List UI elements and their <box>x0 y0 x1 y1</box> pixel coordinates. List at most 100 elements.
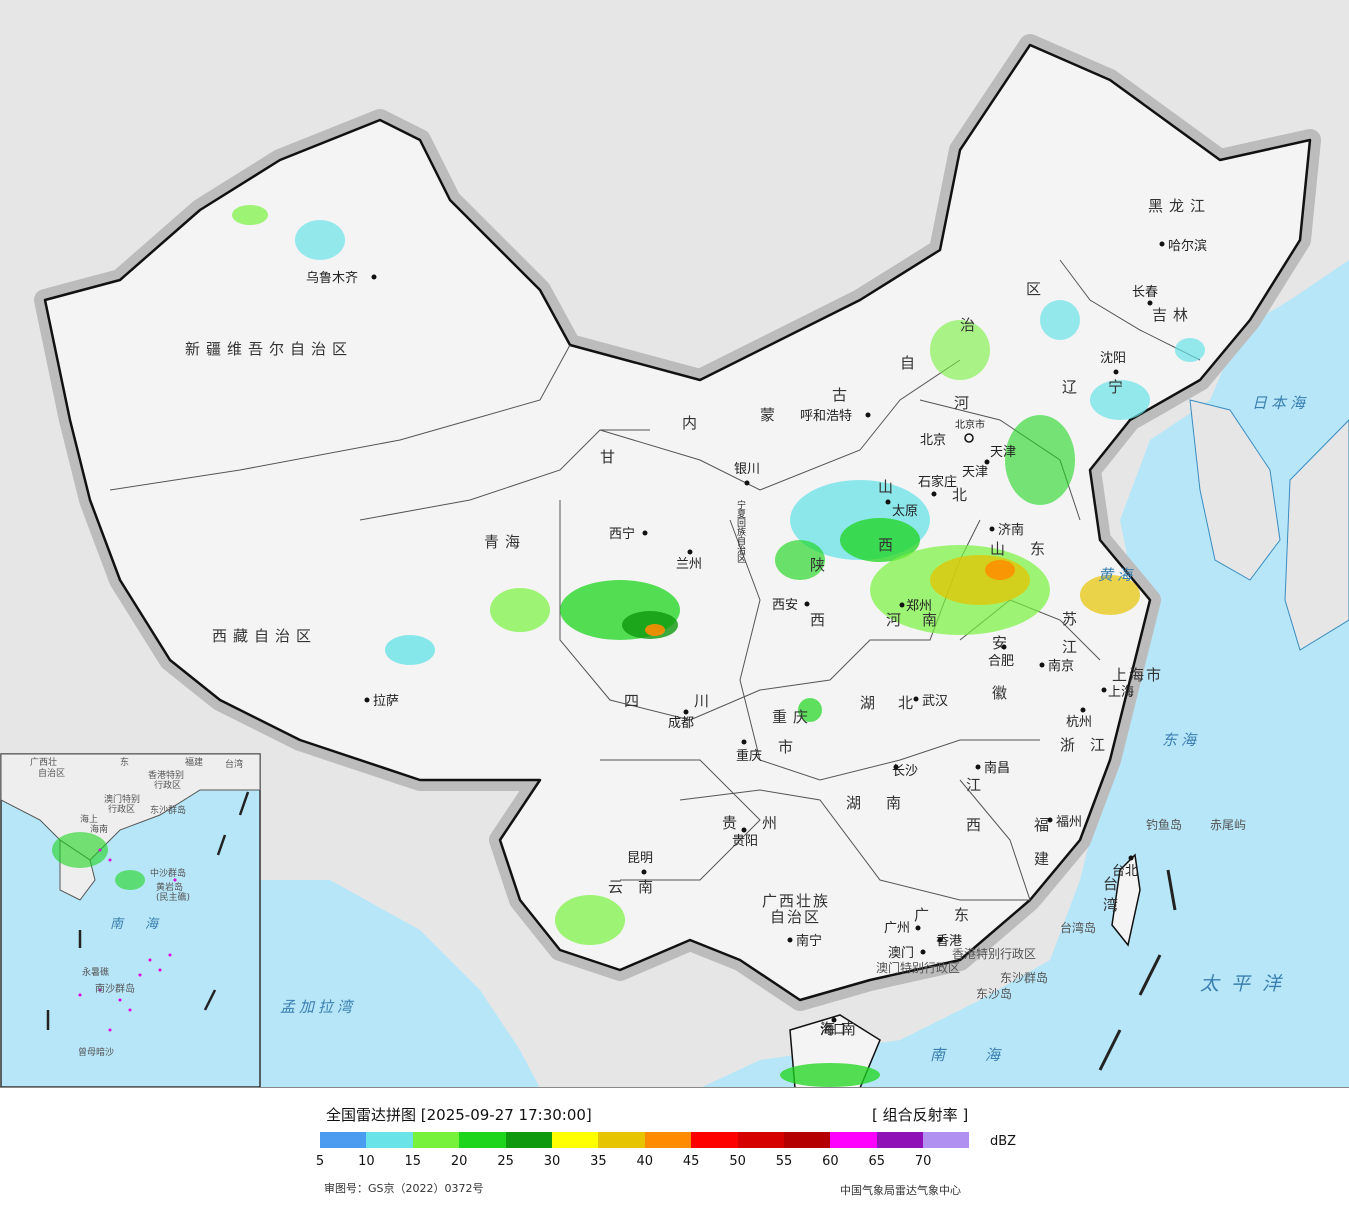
japan-land <box>1284 419 1349 651</box>
sea-label: 太平洋 <box>1200 973 1293 995</box>
province-label: 天津 <box>990 445 1016 460</box>
inset-label: 行政区 <box>154 779 181 791</box>
city-marker <box>741 827 747 833</box>
city-label: 贵阳 <box>732 834 758 849</box>
province-label: 徽 <box>992 684 1013 702</box>
city-marker <box>642 530 648 536</box>
city-marker <box>1128 855 1134 861</box>
province-label: 区 <box>1026 280 1047 298</box>
city-marker <box>920 949 926 955</box>
city-marker <box>831 1017 837 1023</box>
island-label: 东沙岛 <box>976 986 1012 1001</box>
inset-label: 澳门特别 <box>104 793 140 805</box>
province-label: 吉林 <box>1152 306 1194 324</box>
city-label: 上海 <box>1108 685 1134 700</box>
province-label: 山 <box>878 478 899 496</box>
province-label: 山 <box>990 540 1011 558</box>
province-label: 浙 <box>1060 736 1081 754</box>
province-label: 江 <box>966 776 987 794</box>
sea-label: 孟加拉湾 <box>280 998 356 1016</box>
city-marker <box>804 601 810 607</box>
province-label: 湖 <box>860 694 881 712</box>
unit-label: dBZ <box>990 1134 1017 1149</box>
province-label: 台湾 <box>1101 876 1119 918</box>
city-label: 重庆 <box>736 748 762 764</box>
tick-label: 30 <box>543 1154 561 1169</box>
province-label: 河 <box>954 394 975 412</box>
city-marker <box>989 526 995 532</box>
color-swatch <box>783 1132 831 1148</box>
province-label: 西 <box>810 611 831 629</box>
city-label: 武汉 <box>922 694 948 709</box>
province-label: 西 <box>878 536 899 554</box>
city-markers <box>364 241 1165 1023</box>
province-label: 川 <box>694 692 715 710</box>
province-label: 东 <box>1030 540 1051 558</box>
city-label: 太原 <box>892 504 918 519</box>
city-label: 南昌 <box>984 760 1010 776</box>
sea-labels: 日本海 黄海 东海 太平洋 南海 孟加拉湾 <box>280 394 1309 1064</box>
tick-label: 35 <box>590 1154 607 1169</box>
sea-boundary-dashes <box>1098 869 1177 1071</box>
province-label: 安 <box>992 634 1013 652</box>
province-label: 陕 <box>810 556 831 574</box>
city-label: 北京 <box>920 433 946 448</box>
province-label: 江 <box>1062 638 1083 656</box>
inset-label: 曾母暗沙 <box>78 1046 114 1058</box>
inset-label: 台湾 <box>225 758 243 770</box>
province-label: 湖 <box>846 794 867 812</box>
tick-label: 10 <box>358 1154 375 1169</box>
china-land <box>43 43 1312 1002</box>
color-swatch <box>551 1132 599 1148</box>
city-marker <box>1113 369 1119 375</box>
radar-echoes <box>232 205 1205 1087</box>
city-marker <box>984 459 990 465</box>
city-label: 长沙 <box>892 764 918 779</box>
province-label: 黑龙江 <box>1148 197 1211 215</box>
tick-label: 55 <box>775 1154 793 1169</box>
color-scale-bar <box>320 1132 970 1148</box>
province-label: 上海市 <box>1112 666 1163 684</box>
province-label: 重庆 <box>772 708 814 726</box>
city-marker <box>975 764 981 770</box>
legend-title: 全国雷达拼图 [2025-09-27 17:30:00] <box>326 1106 592 1124</box>
inset-label: 广西壮 <box>30 756 57 768</box>
inset-label: 永暑礁 <box>82 966 109 978</box>
tick-label: 65 <box>868 1154 886 1169</box>
province-label: 州 <box>762 814 783 832</box>
inset-label: 行政区 <box>108 803 135 815</box>
province-label: 广 <box>914 906 935 924</box>
island-label: 钓鱼岛 <box>1146 817 1182 832</box>
province-label: 西藏自治区 <box>212 627 317 645</box>
city-marker <box>641 869 647 875</box>
city-marker <box>893 764 899 770</box>
sea-bengal <box>260 880 540 1087</box>
province-labels: 新疆维吾尔自治区 西藏自治区 青海 甘 内 蒙 古 自 治 区 黑龙江 吉林 辽… <box>185 197 1211 1038</box>
province-label: 治 <box>960 316 981 334</box>
island-label: 赤尾屿 <box>1210 818 1246 832</box>
province-label: 甘 <box>600 448 621 466</box>
city-labels: 乌鲁木齐 拉萨 西宁 兰州 银川 呼和浩特 北京 天津 石家庄 太原 济南 郑州… <box>306 238 1207 1038</box>
product-name: [ 组合反射率 ] <box>872 1106 969 1124</box>
credit-label: 中国气象局雷达气象中心 <box>840 1184 961 1197</box>
tick-label: 5 <box>315 1154 325 1169</box>
color-scale-ticks: 5 10 15 20 25 30 35 40 45 50 55 60 65 70 <box>316 1154 1020 1172</box>
south-china-sea-inset: 广西壮 自治区 东 福建 台湾 香港特别 行政区 澳门特别 行政区 东沙群岛 海… <box>0 753 261 1087</box>
tick-label: 60 <box>822 1154 839 1169</box>
city-label: 天津 <box>962 465 988 480</box>
color-swatch <box>320 1132 367 1148</box>
sea-label: 日本海 <box>1252 394 1309 412</box>
city-label: 兰州 <box>676 557 702 572</box>
china-radar-map: 新疆维吾尔自治区 西藏自治区 青海 甘 内 蒙 古 自 治 区 黑龙江 吉林 辽… <box>0 34 1349 1087</box>
tick-label: 45 <box>682 1154 700 1169</box>
city-marker <box>371 274 377 280</box>
inset-label: 香港特别 <box>148 769 184 781</box>
city-label: 广州 <box>884 921 910 936</box>
city-marker <box>1039 662 1045 668</box>
city-label: 呼和浩特 <box>800 409 852 424</box>
city-marker <box>683 709 689 715</box>
color-swatch <box>505 1132 552 1148</box>
province-label: 辽 <box>1062 378 1083 396</box>
inset-label: 海 <box>145 917 162 932</box>
inset-label: 南沙群岛 <box>95 982 135 995</box>
